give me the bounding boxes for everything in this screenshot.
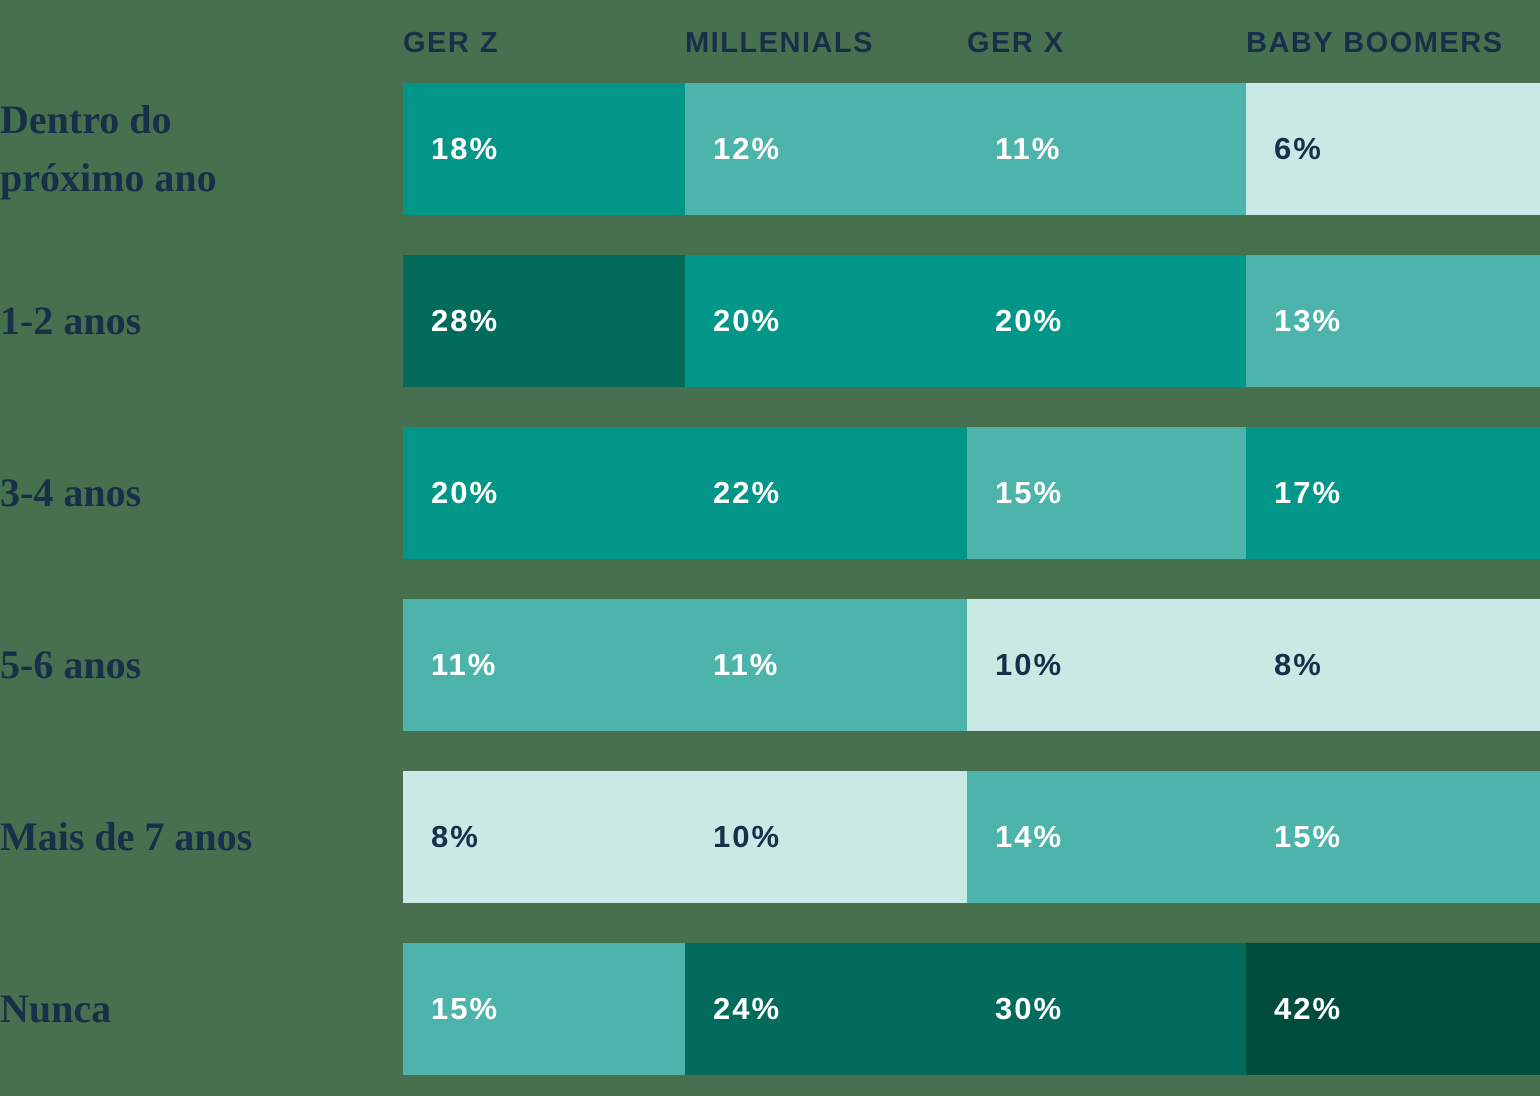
column-headers: GER Z MILLENIALS GER X BABY BOOMERS	[0, 26, 1540, 60]
heatmap-cell: 18%	[403, 83, 685, 215]
heatmap-cell: 15%	[403, 943, 685, 1075]
table-row: 5-6 anos 11% 11% 10% 8%	[0, 599, 1540, 731]
heatmap-cell: 15%	[967, 427, 1246, 559]
heatmap-cell: 13%	[1246, 255, 1540, 387]
heatmap-cell: 20%	[685, 255, 967, 387]
table-row: Dentro do próximo ano 18% 12% 11% 6%	[0, 83, 1540, 215]
heatmap-cell: 6%	[1246, 83, 1540, 215]
column-header-ger-z: GER Z	[403, 27, 500, 59]
heatmap-cell: 15%	[1246, 771, 1540, 903]
heatmap-cell: 24%	[685, 943, 967, 1075]
heatmap-cell: 11%	[685, 599, 967, 731]
header-spacer	[0, 26, 403, 60]
heatmap-cell: 20%	[967, 255, 1246, 387]
heatmap-cell: 10%	[685, 771, 967, 903]
heatmap-cell: 14%	[967, 771, 1246, 903]
table-row: 1-2 anos 28% 20% 20% 13%	[0, 255, 1540, 387]
heatmap-cell: 22%	[685, 427, 967, 559]
row-label: 3-4 anos	[0, 470, 142, 515]
row-label: 5-6 anos	[0, 642, 142, 687]
column-header-ger-x: GER X	[967, 27, 1065, 59]
heatmap-cell: 10%	[967, 599, 1246, 731]
row-label: Nunca	[0, 986, 112, 1031]
heatmap-cell: 17%	[1246, 427, 1540, 559]
heatmap-cell: 11%	[403, 599, 685, 731]
column-header-baby-boomers: BABY BOOMERS	[1246, 27, 1504, 59]
table-row: Nunca 15% 24% 30% 42%	[0, 943, 1540, 1075]
row-label: Mais de 7 anos	[0, 814, 253, 859]
heatmap-cell: 30%	[967, 943, 1246, 1075]
heatmap-cell: 8%	[1246, 599, 1540, 731]
column-header-millenials: MILLENIALS	[685, 27, 874, 59]
heatmap-rows: Dentro do próximo ano 18% 12% 11% 6% 1-2 anos…	[0, 83, 1540, 1075]
table-row: Mais de 7 anos 8% 10% 14% 15%	[0, 771, 1540, 903]
table-row: 3-4 anos 20% 22% 15% 17%	[0, 427, 1540, 559]
heatmap-cell: 28%	[403, 255, 685, 387]
heatmap-cell: 12%	[685, 83, 967, 215]
heatmap-cell: 8%	[403, 771, 685, 903]
row-label: Dentro do próximo ano	[0, 97, 217, 200]
heatmap-cell: 20%	[403, 427, 685, 559]
heatmap-cell: 42%	[1246, 943, 1540, 1075]
row-label: 1-2 anos	[0, 298, 142, 343]
heatmap-cell: 11%	[967, 83, 1246, 215]
